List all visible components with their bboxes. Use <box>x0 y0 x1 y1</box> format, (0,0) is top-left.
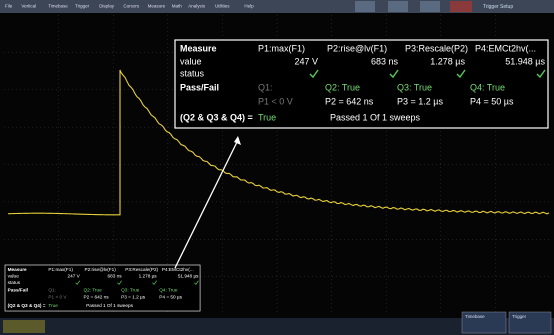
menu-item[interactable]: Measure <box>148 4 166 9</box>
trigger-label: Trigger <box>512 314 527 319</box>
row-label: Pass/Fail <box>180 82 219 92</box>
limit: P2 = 642 ns <box>325 96 374 106</box>
header-label: Measure <box>180 43 217 53</box>
summary-sweeps: Passed 1 Of 1 sweeps <box>330 112 421 122</box>
limit: P1 < 0 V <box>258 96 293 106</box>
limit: P1 < 0 V <box>48 295 67 300</box>
menu-item[interactable]: Vertical <box>21 4 36 9</box>
qualifier: Q1: <box>258 82 273 92</box>
qualifier: Q2: True <box>83 287 102 292</box>
menu-item[interactable]: Help <box>244 4 254 9</box>
screen: Trigger Setup Timebase Trigger Measure P1… <box>0 0 554 335</box>
param-name: P2:rise@lv(F1) <box>84 267 116 272</box>
param-value: 51.948 µs <box>178 274 199 279</box>
param-name: P4:EMCt2hv(... <box>475 43 536 53</box>
param-name: P3:Rescale(P2) <box>125 267 158 272</box>
limit: P4 = 50 µs <box>159 295 182 300</box>
measure-table-zoom: Measure P1:max(F1) P2:rise@lv(F1) P3:Rescal… <box>175 40 548 128</box>
qualifier: Q1: <box>48 287 56 292</box>
channel-box[interactable] <box>3 320 45 333</box>
limit: P3 = 1.2 µs <box>397 96 443 106</box>
param-name: P4:EMCt2hv(... <box>162 267 194 272</box>
menu-item[interactable]: Utilities <box>215 4 230 9</box>
limit: P4 = 50 µs <box>470 96 514 106</box>
toolbar-icon[interactable] <box>450 1 472 12</box>
summary-result: True <box>48 303 58 308</box>
row-label: Pass/Fail <box>8 287 28 292</box>
limit: P2 = 642 ns <box>83 295 109 300</box>
trigger-setup[interactable]: Trigger Setup <box>483 4 513 10</box>
param-value: 51.948 µs <box>505 56 545 66</box>
param-name: P1:max(F1) <box>258 43 305 53</box>
row-label: value <box>180 56 202 66</box>
row-label: status <box>180 68 205 78</box>
measure-table: Measure P1:max(F1) P2:rise@lv(F1) P3:Rescal… <box>5 265 200 311</box>
toolbar-icon <box>388 1 408 12</box>
param-name: P3:Rescale(P2) <box>405 43 468 53</box>
param-value: 683 ns <box>371 56 399 66</box>
menu-item[interactable]: File <box>5 4 13 9</box>
param-value: 1.278 µs <box>430 56 465 66</box>
header-label: Measure <box>8 267 27 272</box>
param-value: 1.278 µs <box>139 274 158 279</box>
toolbar-icon[interactable] <box>420 1 440 12</box>
toolbar-icon <box>355 1 375 12</box>
row-label: status <box>8 280 21 285</box>
summary-label: (Q2 & Q3 & Q4) = <box>8 303 46 308</box>
qualifier: Q4: True <box>470 82 505 92</box>
param-name: P1:max(F1) <box>48 267 73 272</box>
param-name: P2:rise@lv(F1) <box>327 43 387 53</box>
qualifier: Q3: True <box>121 287 140 292</box>
param-value: 683 ns <box>108 274 123 279</box>
menu-item[interactable]: Math <box>172 4 183 9</box>
param-value: 247 V <box>68 274 81 279</box>
qualifier: Q2: True <box>325 82 360 92</box>
menu-item[interactable]: Timebase <box>48 4 68 9</box>
row-label: value <box>8 274 20 279</box>
qualifier: Q3: True <box>397 82 432 92</box>
limit: P3 = 1.2 µs <box>121 295 146 300</box>
summary-sweeps: Passed 1 Of 1 sweeps <box>86 303 134 308</box>
qualifier: Q4: True <box>159 287 178 292</box>
menu-item[interactable]: Cursors <box>123 4 140 9</box>
menu-item[interactable]: Trigger <box>75 4 90 9</box>
menu-item[interactable]: Analysis <box>188 4 206 9</box>
timebase-label: Timebase <box>465 314 485 319</box>
summary-label: (Q2 & Q3 & Q4) = <box>180 112 253 122</box>
param-value: 247 V <box>294 56 318 66</box>
menu-item[interactable]: Display <box>99 4 115 9</box>
summary-result: True <box>258 112 276 122</box>
